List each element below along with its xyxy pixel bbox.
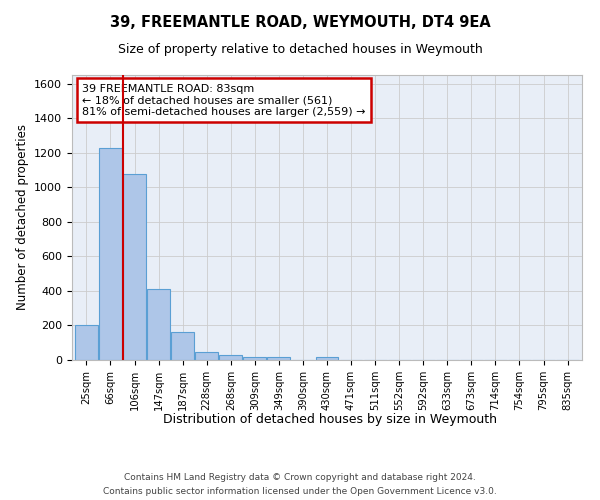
Bar [75,324,98,360]
Text: Contains HM Land Registry data © Crown copyright and database right 2024.: Contains HM Land Registry data © Crown c… [124,472,476,482]
Text: Contains public sector information licensed under the Open Government Licence v3: Contains public sector information licen… [103,488,497,496]
Bar [171,332,194,360]
Bar [147,289,170,360]
Bar [220,356,242,360]
Text: Size of property relative to detached houses in Weymouth: Size of property relative to detached ho… [118,42,482,56]
Text: 39, FREEMANTLE ROAD, WEYMOUTH, DT4 9EA: 39, FREEMANTLE ROAD, WEYMOUTH, DT4 9EA [110,15,490,30]
Y-axis label: Number of detached properties: Number of detached properties [16,124,29,310]
Bar [316,358,338,360]
Text: 39 FREEMANTLE ROAD: 83sqm
← 18% of detached houses are smaller (561)
81% of semi: 39 FREEMANTLE ROAD: 83sqm ← 18% of detac… [82,84,366,116]
Bar [244,356,266,360]
Text: Distribution of detached houses by size in Weymouth: Distribution of detached houses by size … [163,412,497,426]
Bar [195,352,218,360]
Bar [99,148,122,360]
Bar [268,357,290,360]
Bar [123,174,146,360]
